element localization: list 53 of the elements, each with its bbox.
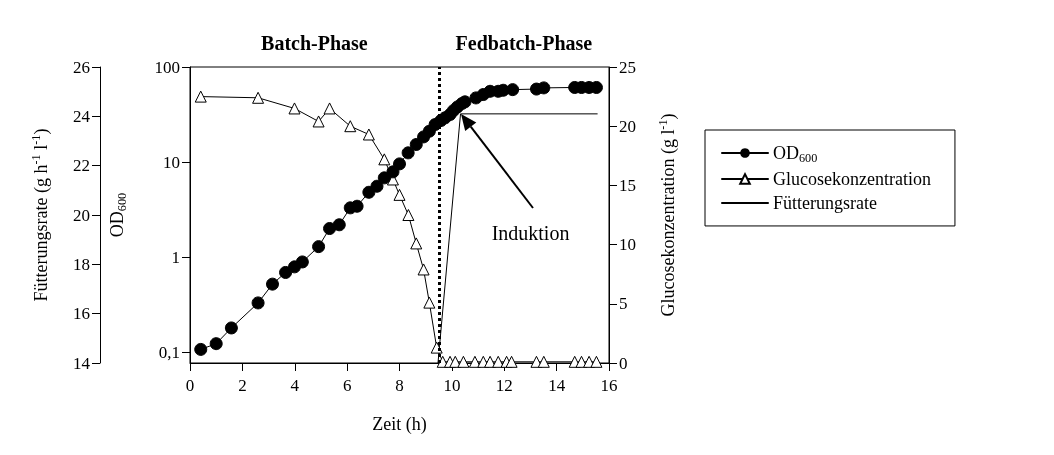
y-axis-title: OD600	[107, 192, 129, 238]
x-tick-label: 12	[495, 376, 513, 395]
y2-tick-label: 25	[619, 57, 636, 77]
point	[393, 157, 406, 171]
point	[409, 138, 423, 152]
point	[386, 165, 400, 179]
x-tick-label: 6	[342, 376, 352, 395]
y3-tick-label: 22	[73, 156, 90, 176]
legend-label: Glucosekonzentration	[773, 168, 931, 189]
text: Batch-Phase	[261, 32, 368, 54]
x-tick-label: 10	[443, 376, 461, 395]
point	[537, 81, 551, 95]
point	[295, 255, 309, 269]
y2-axis-title: Glucosekonzentration (g l-1)	[656, 113, 679, 317]
y2-tick-label: 15	[619, 175, 636, 195]
point	[194, 342, 208, 356]
point	[251, 296, 265, 310]
y3-tick-label: 20	[73, 205, 90, 225]
annotation: Induktion	[491, 221, 570, 244]
point	[209, 337, 223, 351]
y2-tick-label: 0	[619, 353, 628, 373]
legend-label: Fütterungsrate	[773, 192, 877, 213]
x-tick-label: 16	[600, 376, 618, 395]
y3-tick-label: 24	[73, 106, 91, 126]
y-tick-label: 1	[171, 247, 180, 267]
x-tick-label: 8	[395, 376, 404, 395]
y-tick-label: 100	[154, 57, 180, 77]
point	[377, 171, 391, 185]
y3-tick-label: 14	[73, 353, 91, 373]
x-tick-label: 4	[290, 376, 300, 395]
text: Fedbatch-Phase	[455, 32, 593, 54]
y-tick-label: 10	[163, 152, 180, 172]
y-tick-label: 0,1	[158, 342, 180, 362]
y2-tick-label: 5	[619, 294, 628, 314]
point	[332, 218, 346, 232]
point	[224, 321, 238, 335]
point	[401, 146, 415, 160]
y3-axis-title: Fütterungsrate (g h-1 l-1)	[29, 128, 53, 302]
y2-tick-label: 10	[619, 235, 636, 255]
y2-tick-label: 20	[619, 116, 636, 136]
point	[370, 179, 384, 193]
x-tick-label: 2	[238, 376, 247, 395]
x-tick-label: 14	[548, 376, 566, 395]
point	[323, 222, 337, 236]
y3-tick-label: 18	[73, 254, 90, 274]
x-axis-title: Zeit (h)	[372, 414, 427, 435]
y3-tick-label: 16	[73, 304, 90, 324]
point	[312, 240, 326, 254]
x-tick-label: 0	[185, 376, 195, 395]
point	[350, 199, 364, 213]
y3-tick-label: 26	[73, 57, 90, 77]
point	[266, 277, 279, 291]
point	[506, 83, 520, 97]
